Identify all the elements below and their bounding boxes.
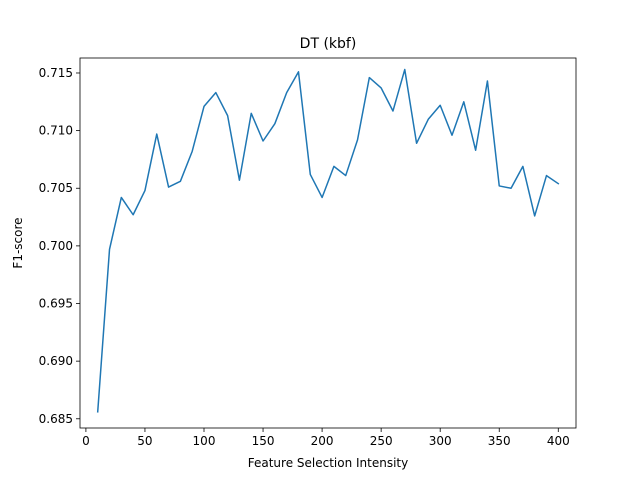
y-tick-label: 0.695 <box>39 297 73 311</box>
y-tick-label: 0.705 <box>39 181 73 195</box>
axes-frame <box>79 57 577 429</box>
y-tick-label: 0.710 <box>39 124 73 138</box>
x-tick-label: 300 <box>429 434 452 448</box>
x-tick-label: 350 <box>488 434 511 448</box>
series-line <box>96 68 560 413</box>
x-tick-label: 0 <box>82 434 90 448</box>
x-tick-label: 400 <box>547 434 570 448</box>
plot-area <box>80 58 576 428</box>
y-tick-label: 0.700 <box>39 239 73 253</box>
axes-layer: 0 50 100 150 200 250 300 350 400 0.685 0.690 0.695 0… <box>39 57 577 448</box>
y-tick-label: 0.690 <box>39 354 73 368</box>
y-tick-label: 0.685 <box>39 412 73 426</box>
x-tick-label: 150 <box>252 434 275 448</box>
x-axis-label: Feature Selection Intensity <box>248 456 409 470</box>
y-axis-label: F1-score <box>11 217 25 268</box>
series-layer <box>96 68 560 413</box>
chart-title: DT (kbf) <box>300 36 357 52</box>
y-tick-label: 0.715 <box>39 66 73 80</box>
x-tick-label: 50 <box>137 434 152 448</box>
plot-background <box>80 58 576 428</box>
x-tick-label: 100 <box>193 434 216 448</box>
x-tick-label: 200 <box>311 434 334 448</box>
x-tick-label: 250 <box>370 434 393 448</box>
